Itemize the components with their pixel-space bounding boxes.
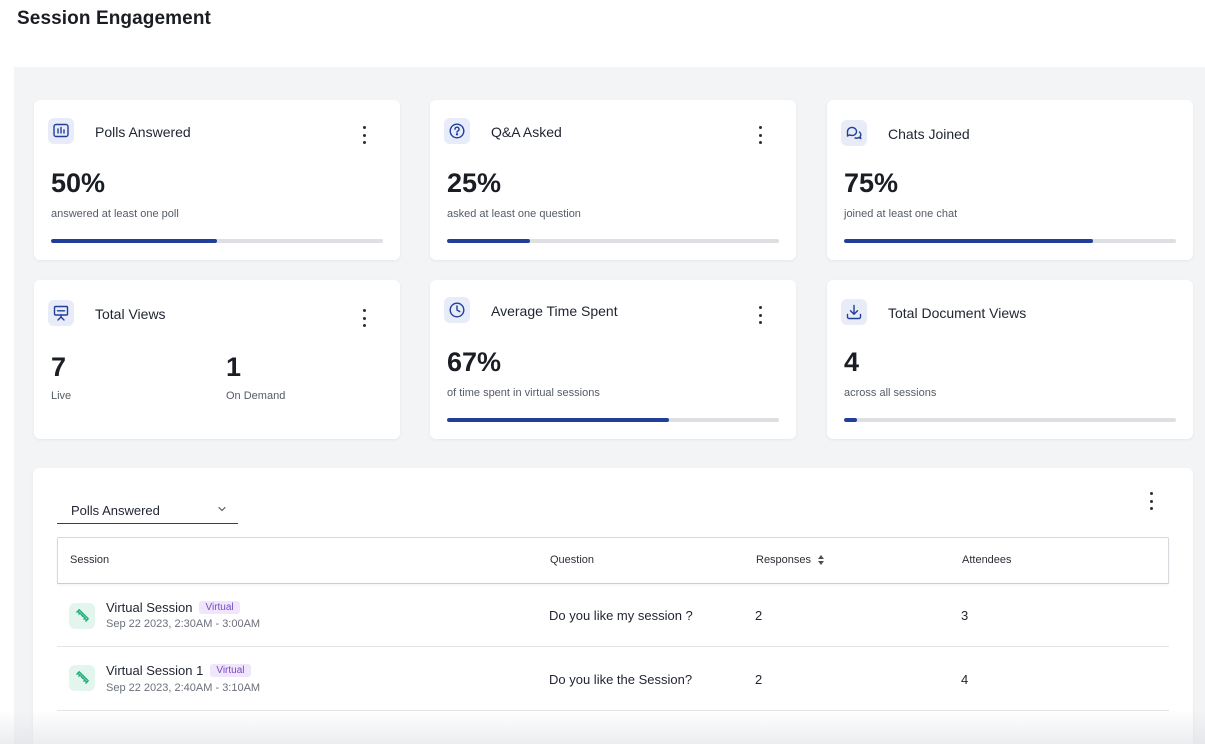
question-cell: Do you like my session ? [549,608,693,623]
qa-value: 25% [447,168,502,198]
time-progress-fill [447,418,670,422]
metric-select-value: Polls Answered [71,503,160,518]
column-header-question: Question [550,554,595,566]
docs-value: 4 [844,347,860,377]
engagement-table: Session Question Responses Attendees Vir… [57,537,1169,711]
clock-icon [444,297,470,323]
column-header-session: Session [70,554,110,566]
responses-cell: 2 [755,608,763,623]
chats-sublabel: joined at least one chat [844,208,958,220]
docs-sublabel: across all sessions [844,387,937,399]
table-row[interactable]: Virtual Session Virtual Sep 22 2023, 2:30… [57,584,1169,647]
docs-progress-fill [844,418,858,422]
column-header-attendees: Attendees [962,554,1012,566]
card-menu-button[interactable] [360,126,368,144]
live-views-value: 7 [51,352,67,382]
card-title: Total Document Views [888,305,1027,321]
ondemand-views-label: On Demand [226,390,286,402]
poll-chart-icon [48,118,74,144]
session-name[interactable]: Virtual Session Virtual [106,600,240,615]
document-views-card: Total Document Views 4 across all sessio… [827,280,1193,439]
presentation-board-icon [48,300,74,326]
download-icon [841,299,867,325]
chats-progress-bar [844,239,1176,243]
chevron-down-icon [218,506,226,512]
live-views-label: Live [51,390,72,402]
qa-sublabel: asked at least one question [447,208,581,220]
polls-answered-card: Polls Answered 50% answered at least one… [34,100,400,260]
column-header-responses[interactable]: Responses [756,554,825,566]
chats-value: 75% [844,168,899,198]
session-time: Sep 22 2023, 2:30AM - 3:00AM [106,618,261,630]
session-type-badge: Virtual [210,664,251,677]
table-row[interactable]: Virtual Session 1 Virtual Sep 22 2023, 2:… [57,647,1169,711]
page-title: Session Engagement [17,8,211,29]
card-title: Average Time Spent [491,303,618,319]
time-sublabel: of time spent in virtual sessions [447,387,600,399]
docs-progress-bar [844,418,1176,422]
card-menu-button[interactable] [756,306,764,324]
sort-icon[interactable] [817,554,825,566]
time-value: 67% [447,347,502,377]
card-menu-button[interactable] [360,309,368,327]
chat-bubbles-icon [841,120,867,146]
polls-value: 50% [51,168,106,198]
qa-progress-bar [447,239,779,243]
engagement-table-card: Polls Answered Session Question Response… [33,468,1193,744]
live-views: 7 Live [51,352,71,402]
metric-select[interactable]: Polls Answered [57,498,238,524]
card-title: Polls Answered [95,124,191,140]
time-progress-bar [447,418,779,422]
chats-progress-fill [844,239,1093,243]
polls-progress-bar [51,239,383,243]
ondemand-views-value: 1 [226,352,242,382]
card-title: Q&A Asked [491,124,562,140]
polls-progress-fill [51,239,217,243]
total-views-card: Total Views 7 Live 1 On Demand [34,280,400,439]
responses-cell: 2 [755,672,763,687]
ticket-icon [69,665,95,691]
card-title: Total Views [95,306,166,322]
qa-asked-card: Q&A Asked 25% asked at least one questio… [430,100,796,260]
card-menu-button[interactable] [756,126,764,144]
ticket-icon [69,603,95,629]
session-time: Sep 22 2023, 2:40AM - 3:10AM [106,682,261,694]
attendees-cell: 4 [961,672,969,687]
chats-joined-card: Chats Joined 75% joined at least one cha… [827,100,1193,260]
qa-progress-fill [447,239,530,243]
session-type-badge: Virtual [199,601,240,614]
attendees-cell: 3 [961,608,969,623]
question-cell: Do you like the Session? [549,672,693,687]
average-time-card: Average Time Spent 67% of time spent in … [430,280,796,439]
session-name[interactable]: Virtual Session 1 Virtual [106,663,251,678]
table-menu-button[interactable] [1147,492,1155,510]
card-title: Chats Joined [888,126,970,142]
polls-sublabel: answered at least one poll [51,208,179,220]
table-header: Session Question Responses Attendees [57,537,1169,584]
question-circle-icon [444,118,470,144]
ondemand-views: 1 On Demand [226,352,285,402]
